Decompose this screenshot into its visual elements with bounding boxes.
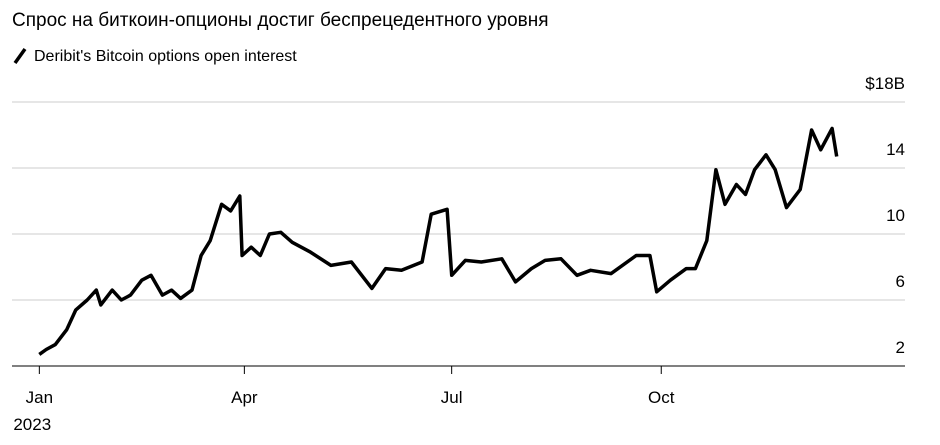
x-tick-label: Jan [26, 388, 53, 407]
chart-title: Спрос на биткоин-опционы достиг беспреце… [12, 10, 549, 31]
data-line [38, 126, 839, 356]
x-tick-label: Apr [231, 388, 258, 407]
x-tick-label: Jul [441, 388, 463, 407]
y-tick-label: 10 [886, 206, 905, 225]
x-year-label: 2023 [13, 415, 51, 434]
legend-label: Deribit's Bitcoin options open interest [34, 48, 297, 65]
y-tick-label: 14 [886, 140, 905, 159]
y-tick-label: 2 [896, 338, 905, 357]
legend-swatch [13, 47, 27, 65]
y-tick-label: $18B [865, 74, 905, 93]
y-tick-label: 6 [896, 272, 905, 291]
x-tick-label: Oct [648, 388, 675, 407]
